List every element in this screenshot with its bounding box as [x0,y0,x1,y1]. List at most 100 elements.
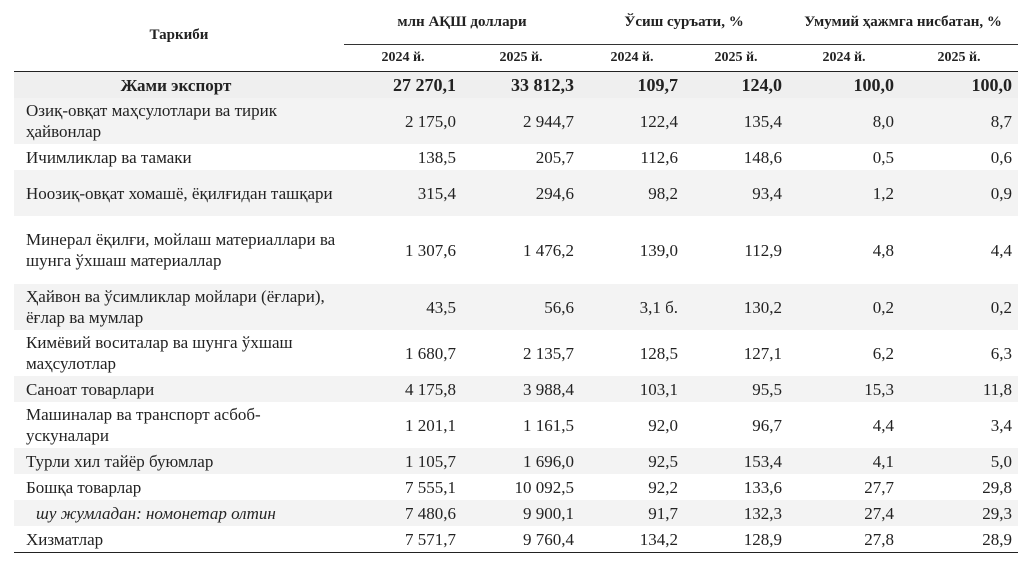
cell-value: 4,4 [990,240,1013,260]
cell-value: 1 105,7 [344,448,462,474]
cell-value: 4,4 [872,415,895,435]
cell-value: 6,2 [872,343,895,363]
cell-value: 7 555,1 [405,477,456,497]
export-table-container: Таркиби млн АҚШ доллари Ўсиш суръати, % … [14,0,1019,553]
cell-value: 1 161,5 [523,415,575,435]
cell-value: 92,2 [648,477,679,497]
cell-value: 315,4 [344,170,462,216]
cell-value: 1 680,7 [405,343,456,363]
cell-value: 9 900,1 [462,500,581,526]
cell-value: 43,5 [344,284,462,330]
cell-value: 29,8 [982,477,1013,497]
header-year: 2025 й. [684,44,789,72]
cell-value: 134,2 [580,526,685,553]
cell-value: 91,7 [580,500,685,526]
cell-value: 0,2 [900,284,1019,330]
table-row: Кимёвий воситалар ва шунга ўхшаш маҳсуло… [14,330,1018,376]
cell-value: 4 175,8 [344,376,462,402]
cell-value: 112,6 [640,147,679,167]
cell-value: 98,2 [580,170,685,216]
table-row: Саноат товарлари 4 175,8 3 988,4 103,1 9… [14,376,1019,402]
row-name: Минерал ёқилғи, мойлаш материаллари ва ш… [26,230,336,270]
row-name: шу жумладан: номонетар олтин [14,500,344,526]
cell-value: 6,3 [990,343,1013,363]
row-name: Хизматлар [14,526,344,553]
cell-value: 0,9 [900,170,1019,216]
header-group-share: Умумий ҳажмга нисбатан, % [788,0,1019,45]
cell-value: 95,5 [684,376,789,402]
cell-value: 96,7 [752,415,783,435]
cell-value: 3,4 [990,415,1013,435]
cell-value: 4,8 [872,240,895,260]
cell-value: 130,2 [684,284,789,330]
cell-value: 92,5 [580,448,685,474]
row-name: Жами экспорт [14,71,344,98]
row-name: Турли хил тайёр буюмлар [14,448,344,474]
cell-value: 27 270,1 [344,71,462,98]
row-name: Ичимликлар ва тамаки [26,147,192,167]
cell-value: 1 696,0 [462,448,581,474]
table-row: Бошқа товарлар 7 555,1 10 092,5 92,2 133… [14,474,1018,500]
cell-value: 10 092,5 [514,477,575,497]
header-year: 2024 й. [344,44,462,72]
cell-value: 27,8 [788,526,901,553]
table-row: Ҳайвон ва ўсимликлар мойлари (ёғлари), ё… [14,284,1019,330]
cell-value: 294,6 [462,170,581,216]
cell-value: 133,6 [743,477,783,497]
cell-value: 2 944,7 [462,98,581,144]
cell-value: 139,0 [639,240,679,260]
export-structure-table: Таркиби млн АҚШ доллари Ўсиш суръати, % … [14,0,1019,553]
cell-value: 124,0 [684,71,789,98]
cell-value: 205,7 [535,147,575,167]
cell-value: 8,7 [900,98,1019,144]
table-row-total: Жами экспорт 27 270,1 33 812,3 109,7 124… [14,71,1019,98]
cell-value: 153,4 [684,448,789,474]
row-name: Кимёвий воситалар ва шунга ўхшаш маҳсуло… [26,333,293,373]
header-group-growth: Ўсиш суръати, % [580,0,789,45]
cell-value: 100,0 [900,71,1019,98]
row-name: Бошқа товарлар [26,477,142,497]
table-row: Ноозиқ-овқат хомашё, ёқилғидан ташқари 3… [14,170,1019,216]
cell-value: 1,2 [788,170,901,216]
cell-value: 92,0 [648,415,679,435]
row-name: Ҳайвон ва ўсимликлар мойлари (ёғлари), ё… [14,284,344,330]
cell-value: 138,5 [417,147,456,167]
row-name: Саноат товарлари [14,376,344,402]
table-row: Машиналар ва транспорт асбоб-ускуналари … [14,402,1018,448]
cell-value: 56,6 [462,284,581,330]
cell-value: 3,1 б. [580,284,685,330]
cell-value: 7 480,6 [344,500,462,526]
cell-value: 109,7 [580,71,685,98]
table-row: шу жумладан: номонетар олтин 7 480,6 9 9… [14,500,1019,526]
cell-value: 128,5 [639,343,679,363]
cell-value: 93,4 [684,170,789,216]
cell-value: 0,2 [788,284,901,330]
row-name: Озиқ-овқат маҳсулотлари ва тирик ҳайвонл… [14,98,344,144]
cell-value: 2 135,7 [523,343,575,363]
cell-value: 29,3 [900,500,1019,526]
cell-value: 11,8 [900,376,1019,402]
cell-value: 7 571,7 [344,526,462,553]
cell-value: 33 812,3 [462,71,581,98]
header-group-usd: млн АҚШ доллари [344,0,581,45]
header-year: 2025 й. [462,44,581,72]
cell-value: 3 988,4 [462,376,581,402]
cell-value: 100,0 [788,71,901,98]
cell-value: 1 201,1 [405,415,456,435]
table-row: Минерал ёқилғи, мойлаш материаллари ва ш… [14,216,1018,284]
cell-value: 27,7 [864,477,895,497]
cell-value: 1 307,6 [405,240,456,260]
cell-value: 5,0 [900,448,1019,474]
cell-value: 9 760,4 [462,526,581,553]
table-row: Хизматлар 7 571,7 9 760,4 134,2 128,9 27… [14,526,1019,553]
header-year: 2024 й. [788,44,901,72]
cell-value: 122,4 [580,98,685,144]
cell-value: 127,1 [743,343,783,363]
table-row: Турли хил тайёр буюмлар 1 105,7 1 696,0 … [14,448,1019,474]
cell-value: 128,9 [684,526,789,553]
cell-value: 132,3 [684,500,789,526]
cell-value: 0,6 [990,147,1013,167]
cell-value: 27,4 [788,500,901,526]
table-row: Ичимликлар ва тамаки 138,5 205,7 112,6 1… [14,144,1018,170]
cell-value: 0,5 [872,147,895,167]
